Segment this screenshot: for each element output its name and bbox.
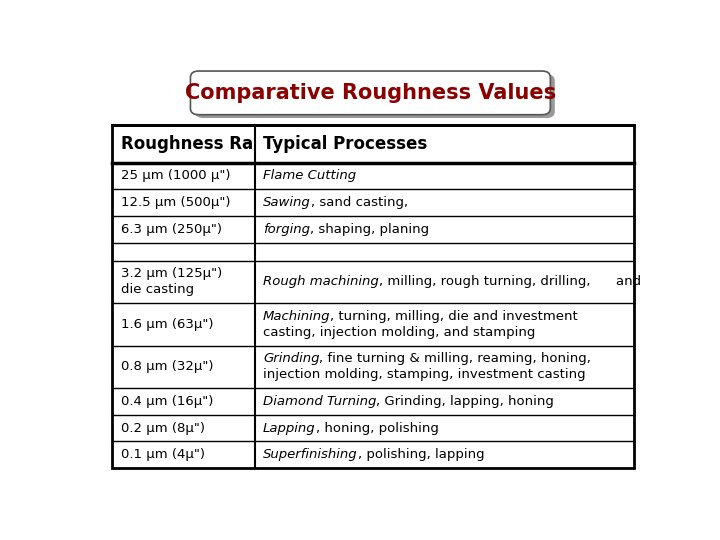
Text: 3.2 μm (125μ"): 3.2 μm (125μ") [121, 267, 222, 280]
Text: 0.2 μm (8μ"): 0.2 μm (8μ") [121, 422, 204, 435]
Text: injection molding, stamping, investment casting: injection molding, stamping, investment … [263, 368, 585, 381]
Text: , shaping, planing: , shaping, planing [310, 223, 429, 236]
Text: Diamond Turning: Diamond Turning [263, 395, 377, 408]
Text: Flame Cutting: Flame Cutting [263, 170, 356, 183]
FancyBboxPatch shape [190, 71, 550, 114]
Text: Sawing: Sawing [263, 196, 311, 209]
Text: Machining: Machining [263, 310, 330, 323]
Text: Grinding: Grinding [263, 352, 320, 365]
Text: , turning, milling, die and investment: , turning, milling, die and investment [330, 310, 578, 323]
Text: Lapping: Lapping [263, 422, 315, 435]
FancyBboxPatch shape [195, 75, 555, 118]
Text: forging: forging [263, 223, 310, 236]
Text: Superfinishing: Superfinishing [263, 448, 358, 461]
Text: , honing, polishing: , honing, polishing [315, 422, 438, 435]
Text: , sand casting,: , sand casting, [311, 196, 408, 209]
Text: Roughness Ra: Roughness Ra [121, 135, 253, 153]
Text: casting, injection molding, and stamping: casting, injection molding, and stamping [263, 326, 536, 339]
Text: die casting: die casting [121, 284, 194, 296]
Text: Rough machining: Rough machining [263, 275, 379, 288]
Text: Comparative Roughness Values: Comparative Roughness Values [185, 83, 556, 103]
Text: 1.6 μm (63μ"): 1.6 μm (63μ") [121, 318, 213, 331]
Text: 12.5 μm (500μ"): 12.5 μm (500μ") [121, 196, 230, 209]
Text: 0.4 μm (16μ"): 0.4 μm (16μ") [121, 395, 213, 408]
Text: , fine turning & milling, reaming, honing,: , fine turning & milling, reaming, honin… [320, 352, 591, 365]
Text: Typical Processes: Typical Processes [263, 135, 427, 153]
Text: , polishing, lapping: , polishing, lapping [358, 448, 485, 461]
Text: 25 μm (1000 μ"): 25 μm (1000 μ") [121, 170, 230, 183]
Text: 0.1 μm (4μ"): 0.1 μm (4μ") [121, 448, 204, 461]
Text: , Grinding, lapping, honing: , Grinding, lapping, honing [377, 395, 554, 408]
Text: 6.3 μm (250μ"): 6.3 μm (250μ") [121, 223, 222, 236]
Text: 0.8 μm (32μ"): 0.8 μm (32μ") [121, 360, 213, 373]
Text: , milling, rough turning, drilling,      and: , milling, rough turning, drilling, and [379, 275, 641, 288]
